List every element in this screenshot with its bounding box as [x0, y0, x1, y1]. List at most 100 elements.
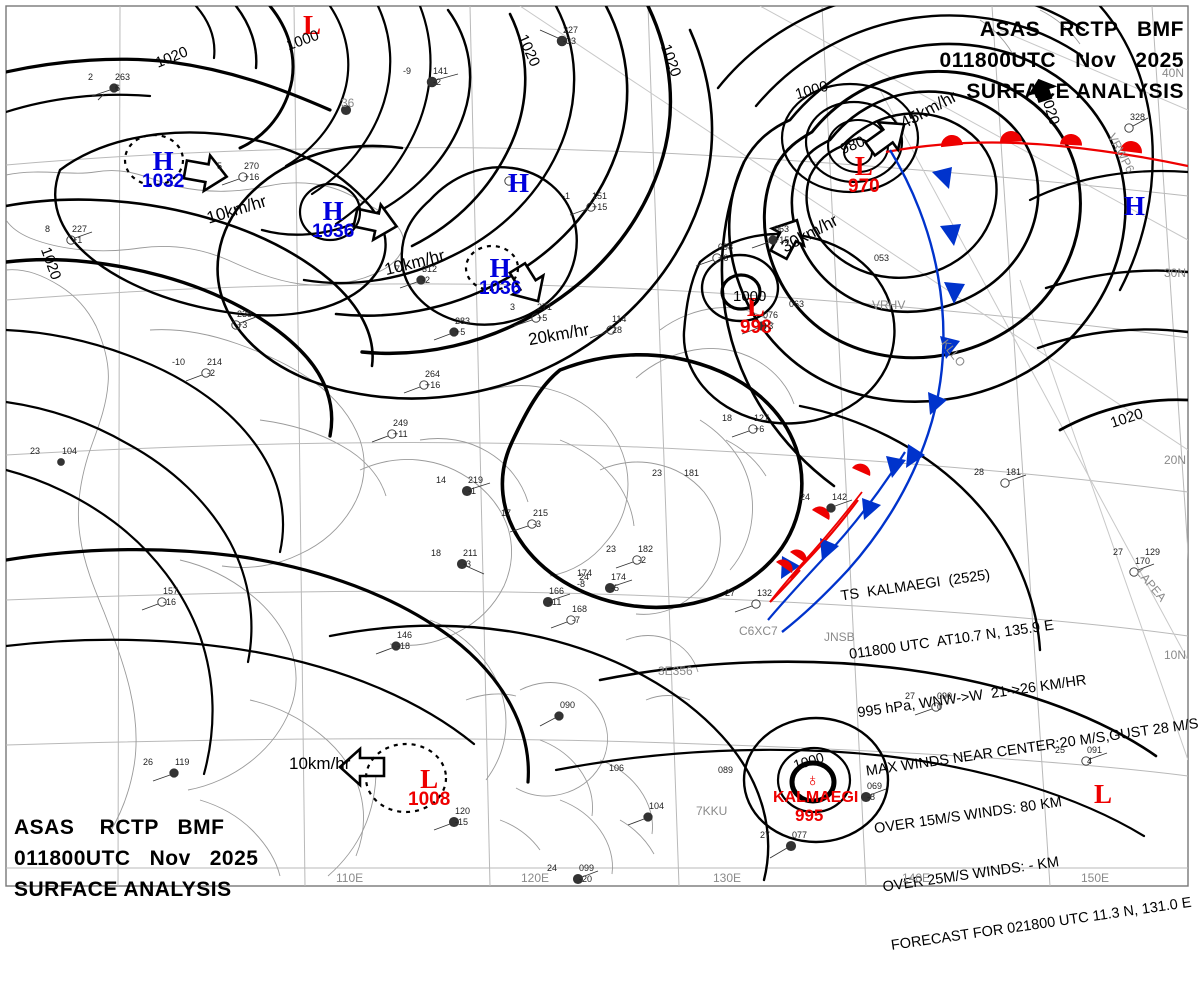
cold-front	[781, 149, 965, 633]
station-tendency: +6	[718, 253, 729, 263]
station-tendency: -5	[611, 583, 620, 593]
station-id-36: 36	[341, 96, 355, 110]
station-temperature: 7	[394, 264, 400, 274]
grid-label-20N: 20N	[1164, 453, 1187, 467]
low-symbol: L	[854, 151, 873, 181]
station-temperature: 27	[1112, 547, 1123, 557]
station-temperature: 23	[605, 544, 616, 554]
low-symbol: L	[303, 10, 322, 40]
station-pressure: 174	[611, 572, 627, 582]
station-tendency: -16	[163, 597, 177, 607]
station-tendency: +11	[393, 429, 408, 439]
station-pressure: 069	[867, 781, 883, 791]
grid-label-110E: 110E	[336, 871, 364, 885]
station-temperature: 27	[759, 830, 770, 840]
graticule	[6, 6, 1188, 886]
station-pressure: 271	[537, 302, 553, 312]
station-pressure: 119	[175, 757, 190, 767]
station-temperature: 18	[721, 413, 732, 423]
weather-map-canvas	[5, 5, 1189, 887]
grid-label-120E: 120E	[521, 871, 550, 885]
station-pressure: 090	[937, 691, 953, 701]
station-temperature: 25	[1054, 745, 1065, 755]
station-pressure: 168	[572, 604, 588, 614]
station-tendency: +16	[244, 172, 260, 182]
station-pressure: 127	[754, 413, 770, 423]
station-temperature: 28	[973, 467, 984, 477]
pressure-center-l-970: L 970	[848, 151, 880, 197]
station-tendency: -2	[433, 77, 442, 87]
station-pressure: 141	[433, 66, 449, 76]
station-pressure: 129	[1145, 547, 1161, 557]
station-tendency: 28	[612, 325, 623, 335]
station-temperature: -1	[561, 191, 570, 201]
pressure-center-l-1008: L 1008	[408, 764, 451, 810]
station-tendency: -33	[563, 36, 577, 46]
station-pressure: 215	[533, 508, 549, 518]
pressure-center-h-1032: H 1032	[142, 148, 185, 192]
station-pressure: 157	[163, 586, 179, 596]
occluded-front	[767, 451, 906, 621]
low-symbol: L	[746, 292, 765, 322]
bulletin-line-6: OVER 25M/S WINDS: - KM	[881, 854, 1061, 896]
station-tendency: -15	[455, 817, 469, 827]
isobars	[6, 6, 1188, 882]
station-temperature: 24	[546, 863, 557, 873]
low-value: 1008	[408, 789, 451, 810]
station-pressure: 099	[579, 863, 595, 873]
station-tendency: 6	[115, 83, 121, 93]
surface-analysis-chart: ASAS RCTP BMF 011800UTC Nov 2025 SURFACE…	[5, 5, 1200, 954]
station-temperature: 17	[500, 508, 511, 518]
station-tendency: +3	[237, 320, 248, 330]
center-rings	[123, 133, 520, 814]
station-temperature: 27	[904, 691, 915, 701]
station-tendency: -1	[468, 486, 477, 496]
high-symbol: H	[1124, 191, 1146, 221]
high-value: 1032	[142, 171, 185, 192]
station-temperature: 5	[216, 161, 222, 171]
station-pressure: 211	[463, 548, 478, 558]
pressure-center-l-top: L	[303, 10, 322, 40]
station-id-7kku: 7KKU	[696, 804, 728, 818]
station-pressure: 283	[455, 316, 471, 326]
station-pressure: 263	[115, 72, 131, 82]
station-tendency: +15	[592, 202, 608, 212]
station-tendency: -3	[533, 519, 542, 529]
station-tendency: 4	[1087, 756, 1093, 766]
station-tendency: +15	[774, 235, 790, 245]
station-temperature: 23	[29, 446, 40, 456]
pressure-center-l-998: L 998	[740, 292, 772, 338]
station-tendency: -3	[463, 559, 472, 569]
pressure-center-h-1036-b: H 1036	[479, 255, 521, 299]
kalmaegi-pressure: 995	[795, 806, 824, 825]
station-tendency: 0	[937, 702, 943, 712]
station-pressure: 106	[609, 763, 625, 773]
station-pressure: 166	[549, 586, 565, 596]
warm-front	[885, 131, 1188, 168]
high-symbol: H	[322, 196, 344, 226]
low-symbol: L	[420, 764, 439, 794]
station-pressure: 098	[718, 242, 734, 252]
station-temperature: 24	[799, 492, 810, 502]
station-pressure: 270	[244, 161, 260, 171]
grid-label-40N: 40N	[1162, 66, 1185, 80]
bulletin-line-2: 011800 UTC AT10.7 N, 135.9 E	[848, 617, 1055, 663]
station-pressure: 227	[563, 25, 579, 35]
grid-label-150E: 150E	[1081, 871, 1110, 885]
station-tendency: +1	[72, 235, 83, 245]
station-tendency: -18	[397, 641, 411, 651]
front-southern-tail	[769, 491, 863, 603]
station-temperature: 23	[651, 468, 662, 478]
station-pressure: 090	[560, 700, 576, 710]
station-pressure: 182	[638, 544, 654, 554]
pressure-center-h-small: H	[508, 170, 529, 197]
station-pressure: 214	[207, 357, 223, 367]
low-value: 970	[848, 176, 880, 197]
station-tendency: +5	[455, 327, 466, 337]
station-temperature: 24	[578, 572, 589, 582]
pressure-center-h-1036-a: H 1036	[312, 196, 354, 242]
station-tendency: -2	[207, 368, 216, 378]
station-pressure: 238	[237, 309, 253, 319]
station-tendency: +5	[537, 313, 548, 323]
station-temperature: 14	[435, 475, 446, 485]
